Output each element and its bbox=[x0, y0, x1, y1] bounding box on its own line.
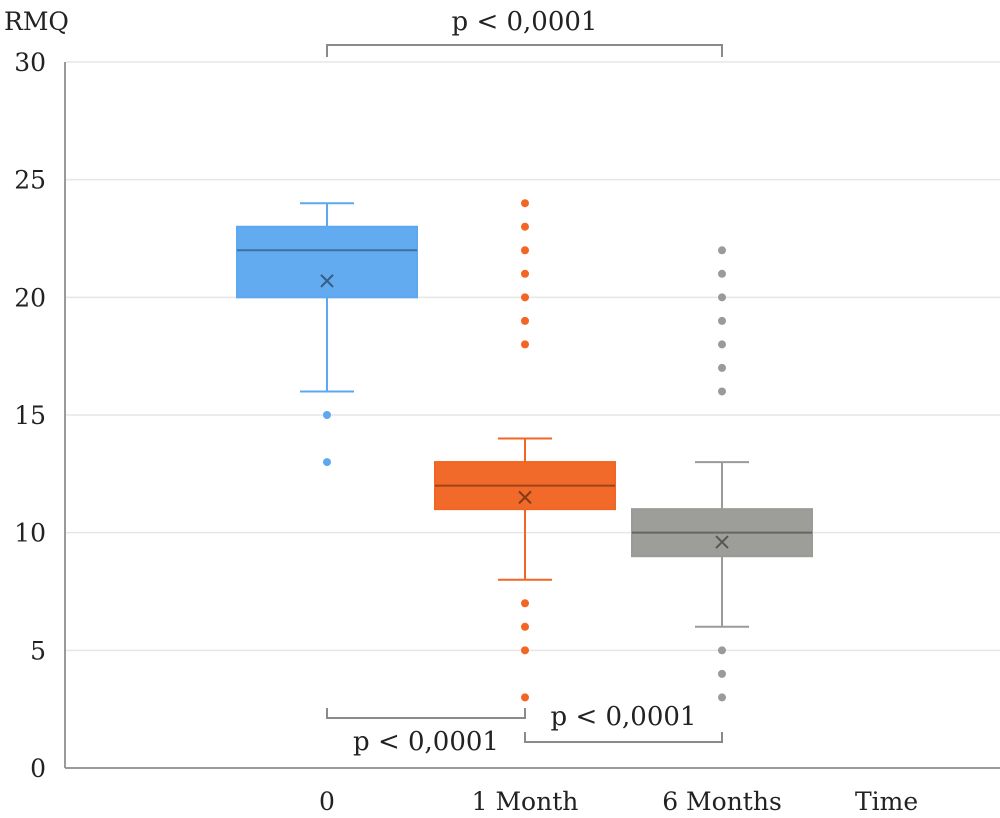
p-value-label: p < 0,0001 bbox=[452, 7, 598, 37]
outlier-point bbox=[718, 293, 726, 302]
x-tick-label: 0 bbox=[319, 787, 335, 816]
y-tick-label: 25 bbox=[14, 166, 46, 195]
significance-annotations: p < 0,0001 p < 0,0001 p < 0,0001 bbox=[326, 7, 723, 757]
x-tick-labels: 0 1 Month 6 Months bbox=[319, 787, 782, 816]
bracket-line bbox=[326, 708, 526, 719]
x-axis-label: Time bbox=[855, 787, 918, 816]
outlier-point bbox=[718, 363, 726, 372]
mean-marker bbox=[715, 535, 729, 549]
outlier-point bbox=[718, 693, 726, 702]
mean-marker bbox=[320, 274, 334, 288]
outlier-point bbox=[323, 458, 331, 467]
outlier-point bbox=[521, 293, 529, 302]
y-tick-label: 5 bbox=[30, 636, 46, 665]
mean-marker bbox=[518, 490, 532, 505]
iqr-box bbox=[631, 508, 813, 558]
p-value-label: p < 0,0001 bbox=[353, 727, 499, 757]
outlier-point bbox=[521, 646, 529, 655]
outlier-point bbox=[521, 599, 529, 608]
bracket-line bbox=[524, 732, 723, 743]
outlier-point bbox=[521, 246, 529, 255]
outlier-point bbox=[323, 411, 331, 419]
iqr-box bbox=[236, 225, 418, 299]
outlier-point bbox=[718, 387, 726, 396]
boxes bbox=[236, 199, 813, 702]
y-tick-label: 30 bbox=[14, 48, 46, 77]
axes: RMQ Time bbox=[4, 7, 1000, 816]
y-tick-label: 15 bbox=[14, 401, 46, 430]
outlier-point bbox=[521, 622, 529, 631]
p-value-label: p < 0,0001 bbox=[551, 702, 697, 732]
grid-lines bbox=[66, 61, 1000, 652]
y-axis-label: RMQ bbox=[4, 7, 69, 36]
significance-bracket: p < 0,0001 bbox=[326, 7, 723, 57]
significance-bracket: p < 0,0001 bbox=[524, 702, 723, 743]
x-tick-label: 1 Month bbox=[472, 787, 579, 816]
box-group bbox=[434, 199, 616, 702]
outlier-point bbox=[718, 269, 726, 278]
outlier-point bbox=[521, 199, 529, 208]
x-tick-label: 6 Months bbox=[662, 787, 782, 816]
y-tick-label: 0 bbox=[30, 754, 46, 783]
box-group bbox=[631, 246, 813, 702]
box-group bbox=[236, 202, 418, 467]
outlier-point bbox=[521, 222, 529, 231]
outlier-point bbox=[718, 316, 726, 325]
outlier-point bbox=[718, 340, 726, 349]
outlier-point bbox=[521, 693, 529, 702]
y-tick-label: 10 bbox=[14, 519, 46, 548]
significance-bracket: p < 0,0001 bbox=[326, 708, 526, 757]
outlier-point bbox=[718, 646, 726, 655]
y-tick-label: 20 bbox=[14, 283, 46, 312]
outlier-point bbox=[718, 246, 726, 255]
outlier-point bbox=[521, 316, 529, 325]
iqr-box bbox=[434, 461, 616, 511]
outlier-point bbox=[521, 340, 529, 349]
y-tick-labels: 0 5 10 15 20 25 30 bbox=[14, 48, 46, 783]
bracket-line bbox=[326, 44, 723, 57]
outlier-point bbox=[521, 269, 529, 278]
outlier-point bbox=[718, 669, 726, 678]
